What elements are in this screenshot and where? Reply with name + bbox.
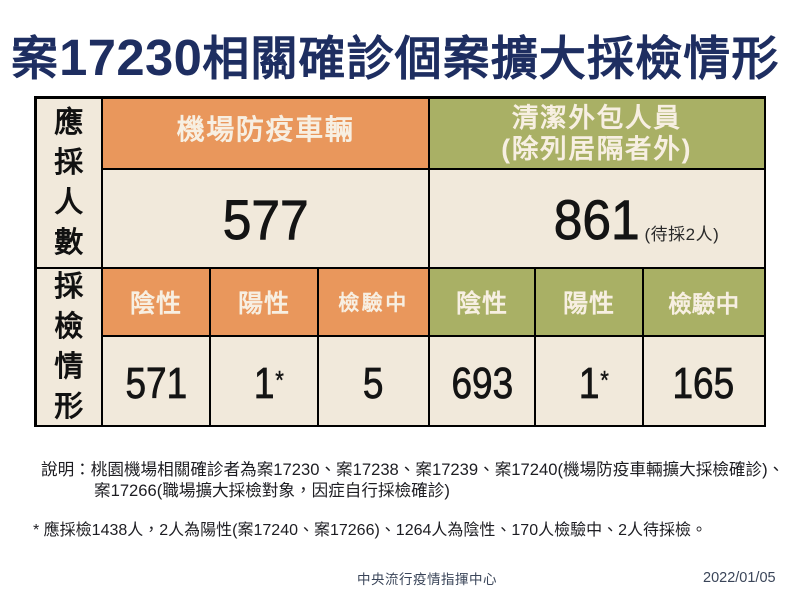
group2-col-testing: 檢驗中 bbox=[644, 269, 764, 335]
cell-value: 5 bbox=[363, 359, 384, 408]
group2-total-count: 861 (待採2人) bbox=[430, 170, 764, 267]
group2-total-pending-note: (待採2人) bbox=[644, 225, 720, 244]
cell-value: 693 bbox=[451, 359, 513, 408]
group2-header-cleaning-staff: 清潔外包人員 (除列居隔者外) bbox=[430, 98, 764, 168]
cell-value: 571 bbox=[125, 359, 187, 408]
group1-col-positive: 陽性 bbox=[211, 269, 317, 335]
group2-testing-value: 165 bbox=[644, 337, 764, 425]
note-line1: 說明：桃園機場相關確診者為案17230、案17238、案17239、案17240… bbox=[41, 460, 785, 479]
page-title: 案17230相關確診個案擴大採檢情形 bbox=[11, 29, 780, 86]
group2-col-negative: 陰性 bbox=[430, 269, 534, 335]
row-label-test-status: 採檢情形 bbox=[36, 269, 101, 425]
group1-positive-value: 1 * bbox=[211, 337, 317, 425]
asterisk-marker: * bbox=[600, 364, 609, 395]
group2-negative-value: 693 bbox=[430, 337, 534, 425]
group2-col-positive: 陽性 bbox=[536, 269, 642, 335]
group1-col-negative: 陰性 bbox=[103, 269, 209, 335]
asterisk-marker: * bbox=[275, 364, 284, 395]
footer-organization: 中央流行疫情指揮中心 bbox=[357, 572, 497, 587]
group1-testing-value: 5 bbox=[319, 337, 428, 425]
cell-value: 1 bbox=[253, 359, 275, 408]
group1-negative-value: 571 bbox=[103, 337, 209, 425]
cell-value: 165 bbox=[672, 359, 735, 408]
footer-date: 2022/01/05 bbox=[703, 570, 776, 586]
note-line2: 案17266(職場擴大採檢對象，因症自行採檢確診) bbox=[94, 481, 450, 500]
testing-stats-table: 應採人數 機場防疫車輛 清潔外包人員 (除列居隔者外) 577 861 (待採2… bbox=[34, 96, 766, 427]
group2-positive-value: 1 * bbox=[536, 337, 642, 425]
explanation-note: 說明：桃園機場相關確診者為案17230、案17238、案17239、案17240… bbox=[41, 459, 784, 501]
row-label-people-to-test: 應採人數 bbox=[36, 98, 101, 267]
group1-total-count: 577 bbox=[103, 170, 428, 267]
cell-value: 1 bbox=[578, 359, 600, 408]
group1-col-testing: 檢驗中 bbox=[319, 269, 428, 335]
asterisk-footnote: * 應採檢1438人，2人為陽性(案17240、案17266)、1264人為陰性… bbox=[33, 522, 707, 539]
group1-header-airport-vehicles: 機場防疫車輛 bbox=[103, 98, 428, 168]
